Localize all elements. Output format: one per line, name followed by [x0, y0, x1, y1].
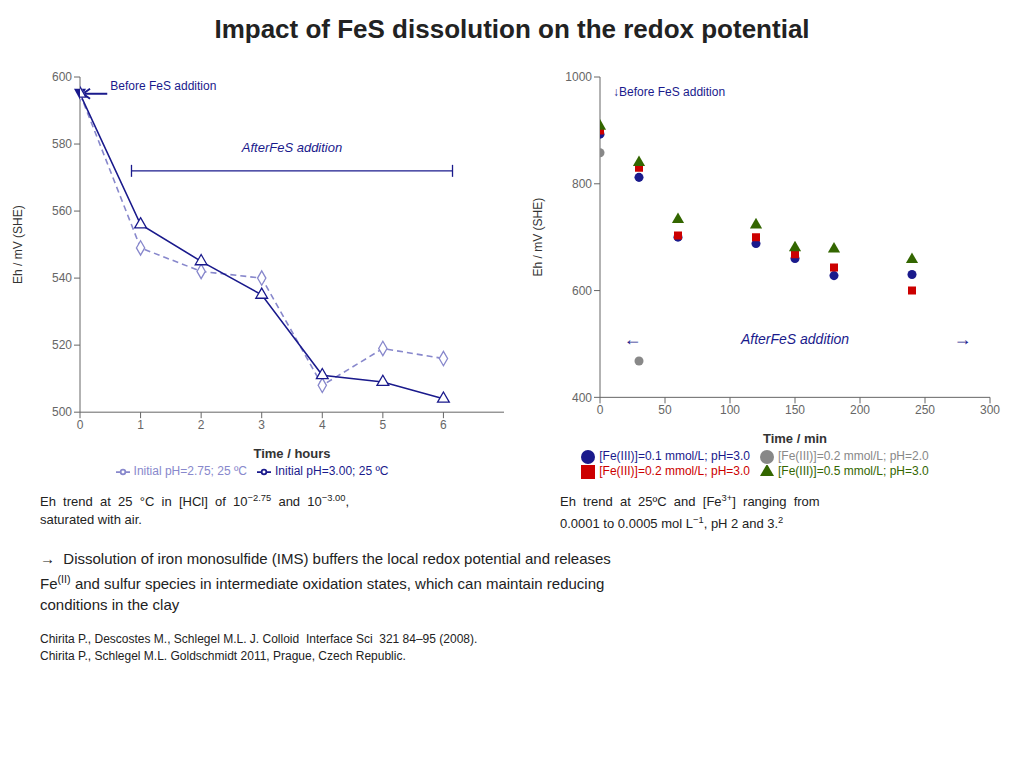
svg-text:150: 150	[785, 403, 805, 417]
html-text:Eh trend at 25 °C in [HCl] of: Eh trend at 25 °C in [HCl] of 10−2.75and…	[40, 493, 350, 510]
svg-text:←: ←	[623, 329, 641, 349]
svg-text:560: 560	[52, 204, 72, 218]
svg-text:Eh / mV (SHE): Eh / mV (SHE)	[531, 198, 545, 277]
svg-text:↓Before FeS addition: ↓Before FeS addition	[613, 85, 725, 99]
svg-text:580: 580	[52, 137, 72, 151]
svg-text:Time / min: Time / min	[763, 431, 827, 446]
html-text:[Fe(III)]=0.1 mmol/L; pH=3.0: [Fe(III)]=0.1 mmol/L; pH=3.0	[599, 449, 750, 464]
html-text:[Fe(III)]=0.5 mmol/L; pH=3.0: [Fe(III)]=0.5 mmol/L; pH=3.0	[778, 464, 929, 479]
svg-text:250: 250	[915, 403, 935, 417]
svg-text:3: 3	[258, 418, 265, 432]
svg-text:600: 600	[572, 284, 592, 298]
svg-text:800: 800	[572, 177, 592, 191]
html-text:conditions in the clay: conditions in the clay	[40, 595, 180, 613]
html-text:Impact of FeS dissolution on t: Impact of FeS dissolution on the redox p…	[214, 14, 810, 44]
html-text:→ Dissolution of iron monosulf: → Dissolution of iron monosulfide (IMS) …	[40, 549, 611, 567]
svg-text:AfterFeS addition: AfterFeS addition	[740, 331, 849, 347]
svg-text:4: 4	[319, 418, 326, 432]
svg-text:0: 0	[597, 403, 604, 417]
svg-text:Eh / mV (SHE): Eh / mV (SHE)	[11, 205, 25, 284]
html-text:Chirita P., Descostes M., Schl: Chirita P., Descostes M., Schlegel M.L. …	[40, 631, 478, 646]
svg-text:1: 1	[137, 418, 144, 432]
html-text:saturated with air.: saturated with air.	[40, 512, 142, 528]
svg-text:0: 0	[77, 418, 84, 432]
svg-text:1000: 1000	[565, 70, 592, 84]
html-text:Initial pH=2.75; 25 ºC: Initial pH=2.75; 25 ºC	[133, 464, 247, 479]
svg-text:→: →	[954, 329, 972, 349]
svg-text:100: 100	[720, 403, 740, 417]
svg-text:300: 300	[980, 403, 1000, 417]
svg-text:200: 200	[850, 403, 870, 417]
svg-text:540: 540	[52, 271, 72, 285]
svg-text:600: 600	[52, 70, 72, 84]
svg-text:Before FeS addition: Before FeS addition	[110, 79, 216, 93]
svg-text:AfterFeS addition: AfterFeS addition	[241, 140, 342, 155]
html-text:0.0001 to 0.0005 mol L−1, pH 2: 0.0001 to 0.0005 mol L−1, pH 2 and 3.2	[560, 515, 784, 532]
svg-text:5: 5	[380, 418, 387, 432]
svg-text:2: 2	[198, 418, 205, 432]
html-text:[Fe(III)]=0.2 mmol/L; pH=2.0: [Fe(III)]=0.2 mmol/L; pH=2.0	[778, 449, 929, 464]
svg-text:400: 400	[572, 391, 592, 405]
svg-text:6: 6	[440, 418, 447, 432]
html-text:Eh trend at 25ºC and [Fe3+] ra: Eh trend at 25ºC and [Fe3+] ranging from	[560, 493, 820, 510]
html-text:Initial pH=3.00; 25 ºC: Initial pH=3.00; 25 ºC	[275, 464, 389, 479]
svg-text:500: 500	[52, 405, 72, 419]
svg-text:Time / hours: Time / hours	[253, 446, 330, 461]
svg-text:50: 50	[658, 403, 672, 417]
html-text:[Fe(III)]=0.2 mmol/L; pH=3.0: [Fe(III)]=0.2 mmol/L; pH=3.0	[599, 464, 750, 479]
svg-text:520: 520	[52, 338, 72, 352]
html-text:Chirita P., Schlegel M.L. Gold: Chirita P., Schlegel M.L. Goldschmidt 20…	[40, 648, 406, 663]
html-text:Fe(II)and sulfur species in in: Fe(II)and sulfur species in intermediate…	[40, 572, 605, 592]
